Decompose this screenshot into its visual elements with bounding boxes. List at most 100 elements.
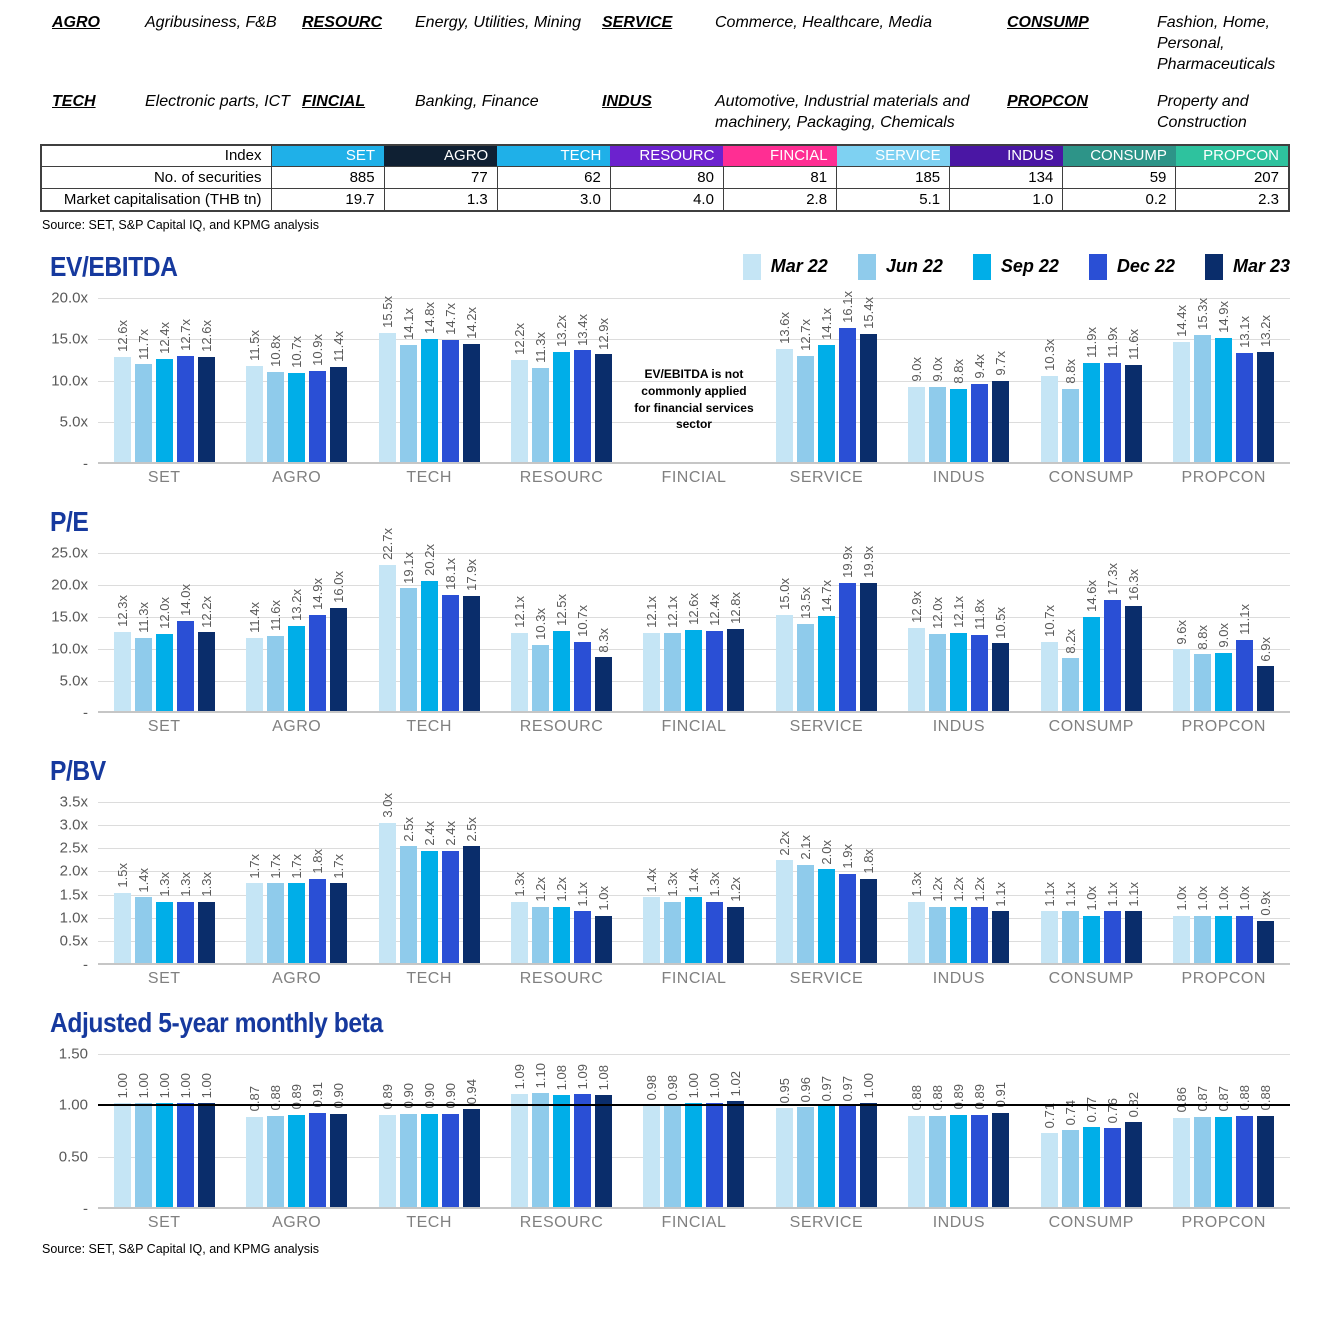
value-cell: 185: [836, 166, 951, 190]
bar-group-set: 12.3x 11.3x 12.0x 14.0x 12.2x: [98, 553, 230, 711]
bar-column: 14.1x: [399, 308, 417, 462]
bar-value-label: 10.5x: [993, 606, 1009, 639]
bar-value-label: 1.3x: [198, 872, 214, 898]
bar-column: 0.89: [288, 1084, 306, 1207]
bar: [1173, 1117, 1191, 1207]
bar: [595, 657, 613, 711]
bar-value-label: 15.5x: [379, 296, 395, 328]
bar-group-tech: 3.0x 2.5x 2.4x 2.4x 2.5x: [363, 793, 495, 963]
bar-column: 1.3x: [511, 872, 529, 963]
bar: [246, 1116, 264, 1207]
bar-column: 2.1x: [796, 835, 814, 963]
category-label: INDUS: [932, 468, 985, 486]
bar-value-label: 12.0x: [930, 596, 946, 629]
bar-group-consump: 10.7x 8.2x 14.6x 17.3x 16.3x: [1025, 553, 1157, 711]
bar-value-label: 12.4x: [156, 321, 172, 354]
category-label: SERVICE: [789, 468, 864, 486]
bar: [441, 1113, 459, 1207]
plot-area: 1.50 1.00 0.50-1.00 1.00 1.00 1.00 1.00 0.87 0.8…: [59, 1045, 1290, 1217]
bar-column: 12.6x: [113, 320, 131, 462]
y-axis-zero-tick: -: [83, 956, 88, 974]
y-axis-tick: 0.5x: [59, 932, 88, 950]
legend-label: Dec 22: [1116, 256, 1175, 277]
bar-value-label: 14.7x: [442, 302, 458, 335]
bar-column: 12.7x: [176, 319, 194, 462]
bar: [267, 371, 285, 462]
y-axis-zero-tick: -: [83, 704, 88, 722]
bar-value-label: 1.0x: [1174, 886, 1190, 911]
bar-value-label: 1.7x: [268, 853, 284, 879]
bar-value-label: 12.3x: [114, 595, 130, 627]
bar-column: 11.6x: [1124, 329, 1142, 462]
bar: [1040, 642, 1058, 711]
bar-column: 9.4x: [971, 354, 989, 462]
bar: [511, 633, 529, 711]
category-label: AGRO: [272, 1213, 322, 1231]
bar: [817, 869, 835, 963]
bar-value-label: 0.88: [268, 1085, 284, 1111]
bar-column: 0.87: [1215, 1086, 1233, 1207]
value-cell: 1.0: [949, 188, 1064, 212]
bar-column: 13.1x: [1236, 316, 1254, 462]
bar: [859, 583, 877, 711]
bar-column: 11.5x: [246, 330, 264, 462]
bar-value-label: 8.2x: [1062, 628, 1078, 654]
gridline: [98, 380, 1290, 382]
bar-value-label: 1.7x: [247, 853, 263, 879]
legend-item: Mar 22: [742, 253, 828, 280]
bar: [1215, 652, 1233, 711]
bar: [1173, 649, 1191, 711]
bar-value-label: 0.94: [463, 1079, 479, 1105]
bar-column: 15.5x: [378, 296, 396, 462]
category-label: INDUS: [932, 1213, 985, 1231]
bar-groups: 12.6x 11.7x 12.4x 12.7x 12.6x 11.5x 10.8x 10.7x…: [98, 291, 1290, 462]
bar-value-label: 1.3x: [156, 872, 172, 898]
bar-group-service: 2.2x 2.1x 2.0x 1.9x 1.8x: [760, 802, 892, 963]
plot-area: 3.5x 3.0x 2.5x 2.0x 1.5x 1.0x 0.5x - 1.5x 1.4x 1.3…: [60, 793, 1290, 973]
bar-group-agro: 11.4x 11.6x 13.2x 14.9x 16.0x: [230, 553, 362, 711]
bar: [727, 906, 745, 963]
y-axis-tick: 0.50: [58, 1148, 88, 1166]
bar-value-label: 0.98: [644, 1074, 660, 1101]
bar-value-label: 14.1x: [818, 307, 834, 340]
category-label: FINCIAL: [661, 969, 727, 987]
bar-column: 13.4x: [574, 314, 592, 462]
bar-column: 12.6x: [197, 320, 215, 462]
bar-value-label: 14.6x: [1083, 580, 1099, 613]
bar-group-agro: 0.87 0.88 0.89 0.91 0.90: [230, 1054, 362, 1207]
bar-column: 9.0x: [1215, 623, 1233, 711]
bar-value-label: 16.0x: [331, 571, 347, 604]
bar-column: 12.2x: [511, 323, 529, 462]
y-axis-tick: 2.0x: [59, 862, 88, 880]
legend-swatch: [1204, 253, 1223, 280]
bar: [859, 333, 877, 462]
sector-code: AGRO: [52, 14, 100, 31]
category-label: TECH: [406, 717, 452, 735]
value-cell: 0.2: [1062, 188, 1177, 212]
bar: [176, 1103, 194, 1207]
bar: [838, 327, 856, 462]
bar: [399, 1113, 417, 1207]
bar-column: 22.7x: [378, 528, 396, 711]
bar: [1124, 365, 1142, 462]
bar-group-indus: 1.3x 1.2x 1.2x 1.2x 1.1x: [893, 802, 1025, 963]
bar-column: 0.71: [1040, 1103, 1058, 1207]
bar-column: 0.97: [838, 1076, 856, 1207]
bar-column: 1.2x: [971, 877, 989, 963]
bar-column: 1.3x: [706, 872, 724, 963]
row-label: Index: [40, 144, 272, 168]
bar-value-label: 1.02: [728, 1070, 744, 1097]
bar-value-label: 18.1x: [442, 557, 458, 590]
bar: [796, 624, 814, 711]
bar: [643, 633, 661, 711]
bar-column: 11.9x: [1103, 327, 1121, 462]
bar-value-label: 13.1x: [1237, 316, 1253, 348]
bar: [1257, 666, 1275, 711]
bar: [441, 339, 459, 462]
bar-value-label: 12.9x: [909, 591, 925, 623]
bar-column: 0.98: [643, 1074, 661, 1207]
bar: [664, 1105, 682, 1207]
bar: [399, 846, 417, 963]
bar-value-label: 0.87: [1216, 1086, 1232, 1112]
bar: [378, 1114, 396, 1207]
